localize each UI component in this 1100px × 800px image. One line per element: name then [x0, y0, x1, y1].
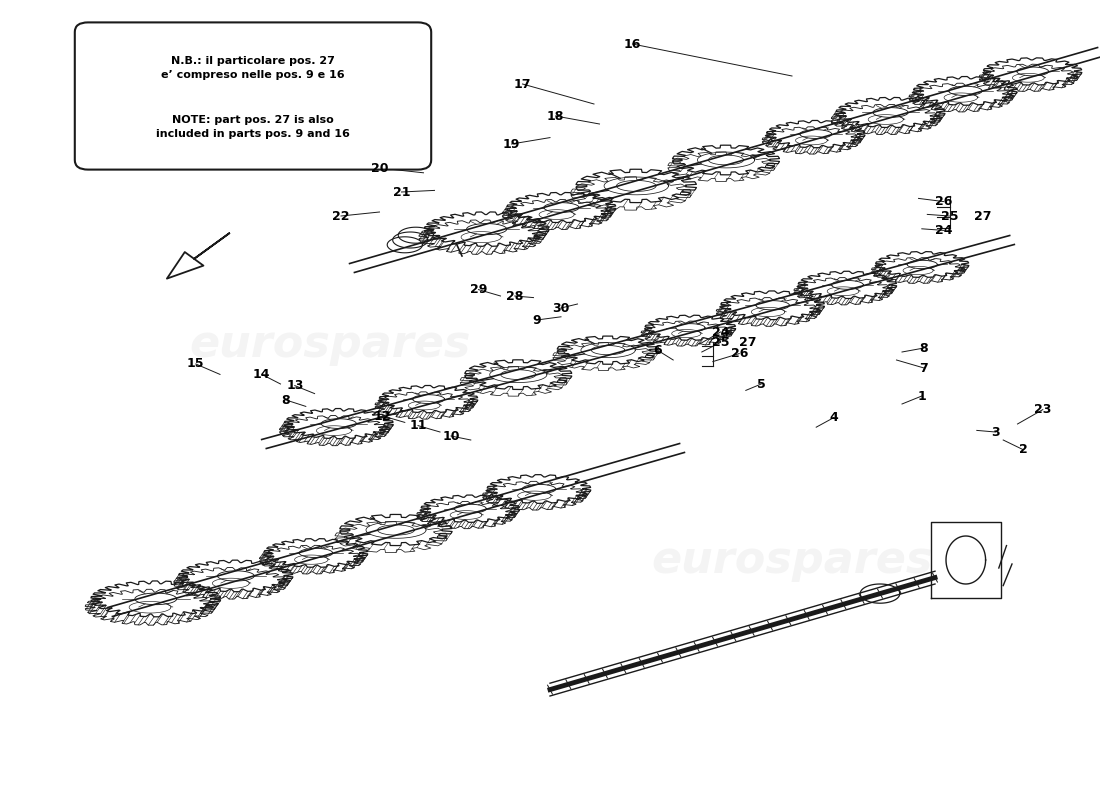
Text: 9: 9 — [532, 314, 541, 326]
Text: 8: 8 — [282, 394, 290, 406]
Text: 6: 6 — [653, 344, 662, 357]
Text: 26: 26 — [935, 195, 953, 208]
Text: eurospares: eurospares — [189, 322, 471, 366]
Text: 4: 4 — [829, 411, 838, 424]
Text: 30: 30 — [552, 302, 570, 314]
Text: 16: 16 — [624, 38, 641, 50]
Text: 22: 22 — [332, 210, 350, 222]
Text: 13: 13 — [286, 379, 304, 392]
Text: 1: 1 — [917, 390, 926, 402]
Text: 5: 5 — [757, 378, 766, 390]
Text: eurospares: eurospares — [651, 538, 933, 582]
Text: 18: 18 — [547, 110, 564, 122]
Text: 19: 19 — [503, 138, 520, 150]
Text: 12: 12 — [374, 410, 392, 422]
Text: 27: 27 — [739, 336, 757, 349]
Text: 24: 24 — [712, 326, 729, 338]
Text: 14: 14 — [253, 368, 271, 381]
Text: 2: 2 — [1019, 443, 1027, 456]
Text: 10: 10 — [442, 430, 460, 442]
Text: 29: 29 — [470, 283, 487, 296]
Text: 11: 11 — [409, 419, 427, 432]
Text: 24: 24 — [935, 224, 953, 237]
Text: 27: 27 — [974, 210, 991, 222]
Text: N.B.: il particolare pos. 27
e’ compreso nelle pos. 9 e 16: N.B.: il particolare pos. 27 e’ compreso… — [162, 56, 344, 80]
Text: NOTE: part pos. 27 is also
included in parts pos. 9 and 16: NOTE: part pos. 27 is also included in p… — [156, 114, 350, 138]
Text: 21: 21 — [393, 186, 410, 198]
Polygon shape — [167, 234, 229, 278]
Text: 3: 3 — [991, 426, 1000, 438]
Text: 25: 25 — [712, 336, 729, 349]
Text: 15: 15 — [187, 358, 205, 370]
Text: 26: 26 — [730, 347, 748, 360]
Text: 8: 8 — [920, 342, 928, 354]
FancyBboxPatch shape — [75, 22, 431, 170]
Text: 17: 17 — [514, 78, 531, 90]
Text: 28: 28 — [506, 290, 524, 302]
Text: 25: 25 — [940, 210, 958, 222]
Text: 20: 20 — [371, 162, 388, 174]
Text: 7: 7 — [920, 362, 928, 374]
Text: 23: 23 — [1034, 403, 1052, 416]
